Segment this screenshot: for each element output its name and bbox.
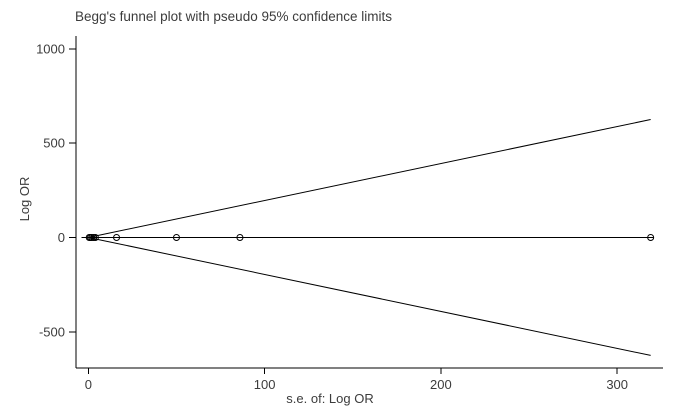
y-tick-label: 500 [43,136,65,151]
axes [75,36,663,369]
y-tick-label: -500 [39,324,65,339]
study-point [236,233,244,241]
upper-confidence-limit-line [88,119,651,238]
y-tick-label: 0 [58,230,65,245]
x-tick-label: 300 [606,377,628,392]
x-axis-ticks: 0 100 200 300 [85,368,628,392]
lower-confidence-limit-line [88,236,651,356]
chart-title: Begg's funnel plot with pseudo 95% confi… [75,9,392,24]
x-axis-title: s.e. of: Log OR [286,391,373,406]
x-tick-label: 0 [85,377,92,392]
x-tick-label: 200 [430,377,452,392]
y-tick-label: 1000 [36,41,65,56]
data-points [85,233,655,241]
y-axis-title: Log OR [17,177,32,222]
study-point [647,233,655,241]
funnel-limit-lines [88,119,651,356]
y-axis-ticks: 1000 500 0 -500 [36,41,76,339]
study-point [91,233,99,241]
study-point [172,233,180,241]
study-point [113,233,121,241]
x-tick-label: 100 [254,377,276,392]
